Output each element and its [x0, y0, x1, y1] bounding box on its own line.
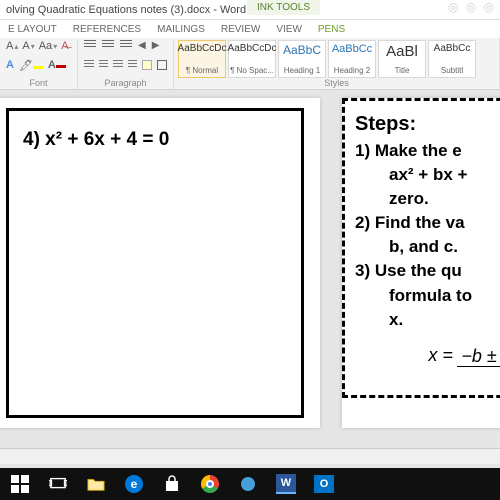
- style-preview: AaBbCc: [332, 43, 372, 55]
- font-color-icon[interactable]: A: [48, 59, 66, 71]
- style-subtitl[interactable]: AaBbCc Subtitl: [428, 40, 476, 78]
- outlook-taskbar-icon[interactable]: O: [308, 471, 340, 497]
- tab-view[interactable]: VIEW: [276, 24, 302, 35]
- bullets-icon[interactable]: [84, 40, 96, 50]
- styles-group: AaBbCcDc¶ NormalAaBbCcDc¶ No Spac...AaBb…: [174, 38, 500, 89]
- style-name: ¶ No Spac...: [230, 66, 274, 75]
- problem-card: 4) x² + 6x + 4 = 0: [6, 108, 304, 418]
- style-name: Subtitl: [441, 66, 463, 75]
- chrome-icon[interactable]: [194, 471, 226, 497]
- ink-tools-tab[interactable]: INK TOOLS: [247, 0, 320, 15]
- borders-icon[interactable]: [157, 60, 167, 70]
- shrink-font-icon[interactable]: A▾: [22, 40, 34, 52]
- document-area[interactable]: 4) x² + 6x + 4 = 0 Steps: 1) Make the e …: [0, 90, 500, 468]
- document-title: olving Quadratic Equations notes (3).doc…: [6, 4, 246, 16]
- style-title[interactable]: AaBl Title: [378, 40, 426, 78]
- start-button[interactable]: [4, 471, 36, 497]
- formula-numerator: −b ± √: [457, 346, 500, 367]
- grow-font-icon[interactable]: A▴: [6, 40, 18, 52]
- decrease-indent-icon[interactable]: ◀: [138, 40, 146, 51]
- style-preview: AaBbCcDc: [228, 43, 277, 54]
- tab-references[interactable]: REFERENCES: [73, 24, 141, 35]
- style-preview: AaBbCc: [434, 43, 471, 54]
- equation-text: 4) x² + 6x + 4 = 0: [23, 129, 287, 151]
- shading-icon[interactable]: [142, 60, 152, 70]
- style--no-spac-[interactable]: AaBbCcDc ¶ No Spac...: [228, 40, 276, 78]
- ribbon-tabs: E LAYOUT REFERENCES MAILINGS REVIEW VIEW…: [0, 20, 500, 38]
- multilevel-icon[interactable]: [120, 40, 132, 50]
- file-explorer-icon[interactable]: [80, 471, 112, 497]
- pinned-app-icon[interactable]: [232, 471, 264, 497]
- horizontal-scrollbar[interactable]: [0, 448, 500, 464]
- word-taskbar-icon[interactable]: W: [270, 471, 302, 497]
- align-left-icon[interactable]: [84, 60, 94, 69]
- ribbon: A▴ A▾ Aa▾ A̶ A 🖊 A Font ◀ ▶ Paragraph: [0, 38, 500, 90]
- paragraph-group-label: Paragraph: [84, 78, 167, 89]
- style-name: Title: [395, 66, 410, 75]
- tab-review[interactable]: REVIEW: [221, 24, 260, 35]
- style-name: Heading 1: [284, 66, 320, 75]
- highlight-icon[interactable]: 🖊: [19, 59, 43, 72]
- quadratic-formula: x = −b ± √: [355, 345, 500, 367]
- paragraph-group: ◀ ▶ Paragraph: [78, 38, 174, 89]
- tab-layout[interactable]: E LAYOUT: [8, 24, 57, 35]
- justify-icon[interactable]: [128, 60, 138, 69]
- step-1-line1: 1) Make the e: [355, 140, 500, 162]
- text-effects-icon[interactable]: A: [6, 59, 14, 71]
- step-3-line2: formula to: [355, 285, 500, 307]
- change-case-icon[interactable]: Aa▾: [39, 40, 57, 52]
- step-2-line2: b, and c.: [355, 236, 500, 258]
- step-3-line1: 3) Use the qu: [355, 260, 500, 282]
- align-right-icon[interactable]: [113, 60, 123, 69]
- font-group-label: Font: [6, 78, 71, 89]
- page-left[interactable]: 4) x² + 6x + 4 = 0: [0, 98, 320, 428]
- clear-format-icon[interactable]: A̶: [61, 40, 68, 52]
- page-right[interactable]: Steps: 1) Make the e ax² + bx + zero. 2)…: [342, 98, 500, 428]
- style-heading-2[interactable]: AaBbCc Heading 2: [328, 40, 376, 78]
- decorative-swirls: ◎ ◎ ◎: [448, 0, 496, 14]
- step-2-line1: 2) Find the va: [355, 212, 500, 234]
- taskbar: e W O: [0, 468, 500, 500]
- style-heading-1[interactable]: AaBbC Heading 1: [278, 40, 326, 78]
- steps-heading: Steps:: [355, 113, 500, 136]
- task-view-icon[interactable]: [42, 471, 74, 497]
- font-group: A▴ A▾ Aa▾ A̶ A 🖊 A Font: [0, 38, 78, 89]
- numbering-icon[interactable]: [102, 40, 114, 50]
- title-bar: olving Quadratic Equations notes (3).doc…: [0, 0, 500, 20]
- style--normal[interactable]: AaBbCcDc ¶ Normal: [178, 40, 226, 78]
- increase-indent-icon[interactable]: ▶: [152, 40, 160, 51]
- steps-card: Steps: 1) Make the e ax² + bx + zero. 2)…: [342, 98, 500, 398]
- store-icon[interactable]: [156, 471, 188, 497]
- style-name: Heading 2: [334, 66, 370, 75]
- style-preview: AaBl: [386, 43, 418, 60]
- step-1-line2: ax² + bx +: [355, 164, 500, 186]
- tab-pens[interactable]: PENS: [318, 24, 345, 35]
- styles-gallery[interactable]: AaBbCcDc¶ NormalAaBbCcDc¶ No Spac...AaBb…: [174, 38, 499, 78]
- styles-group-label: Styles: [174, 78, 499, 89]
- formula-lhs: x =: [428, 345, 453, 365]
- align-center-icon[interactable]: [99, 60, 109, 69]
- edge-icon[interactable]: e: [118, 471, 150, 497]
- style-preview: AaBbCcDc: [178, 43, 227, 54]
- step-1-line3: zero.: [355, 188, 500, 210]
- step-3-line3: x.: [355, 309, 500, 331]
- style-preview: AaBbC: [283, 43, 321, 57]
- style-name: ¶ Normal: [186, 66, 218, 75]
- tab-mailings[interactable]: MAILINGS: [157, 24, 205, 35]
